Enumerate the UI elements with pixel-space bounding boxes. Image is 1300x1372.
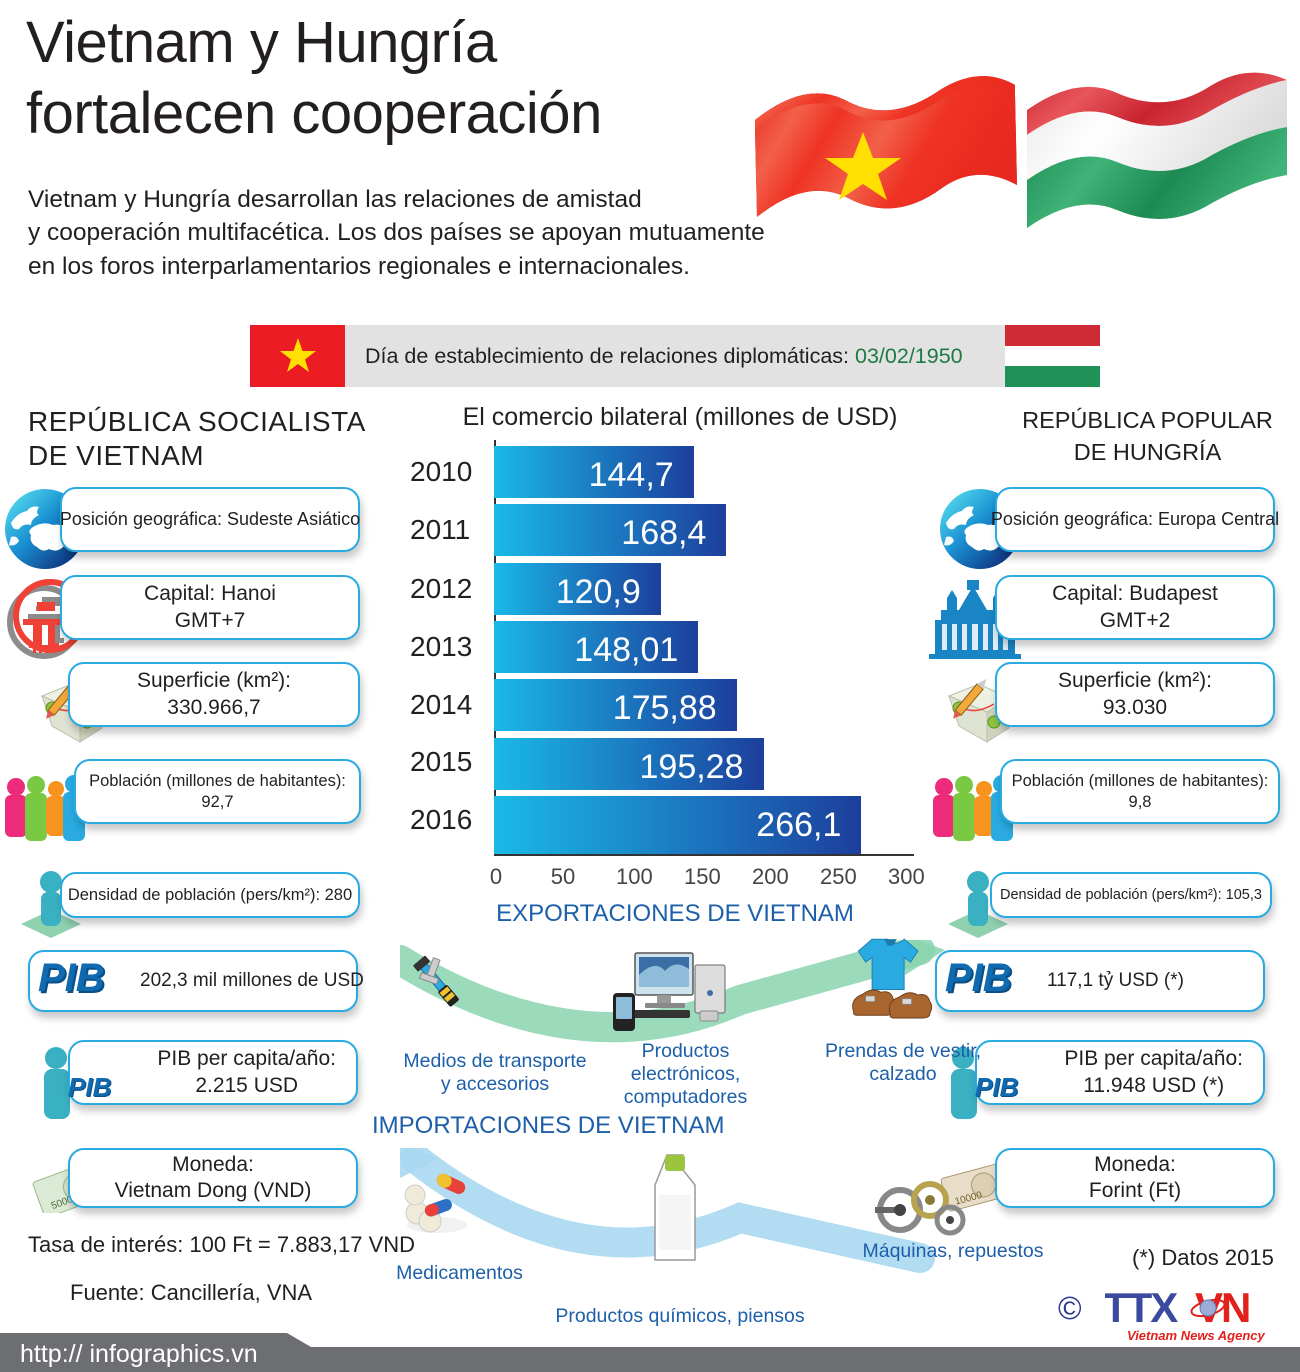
svg-text:TTX: TTX	[1105, 1288, 1178, 1331]
svg-text:Vietnam News Agency: Vietnam News Agency	[1127, 1328, 1266, 1343]
